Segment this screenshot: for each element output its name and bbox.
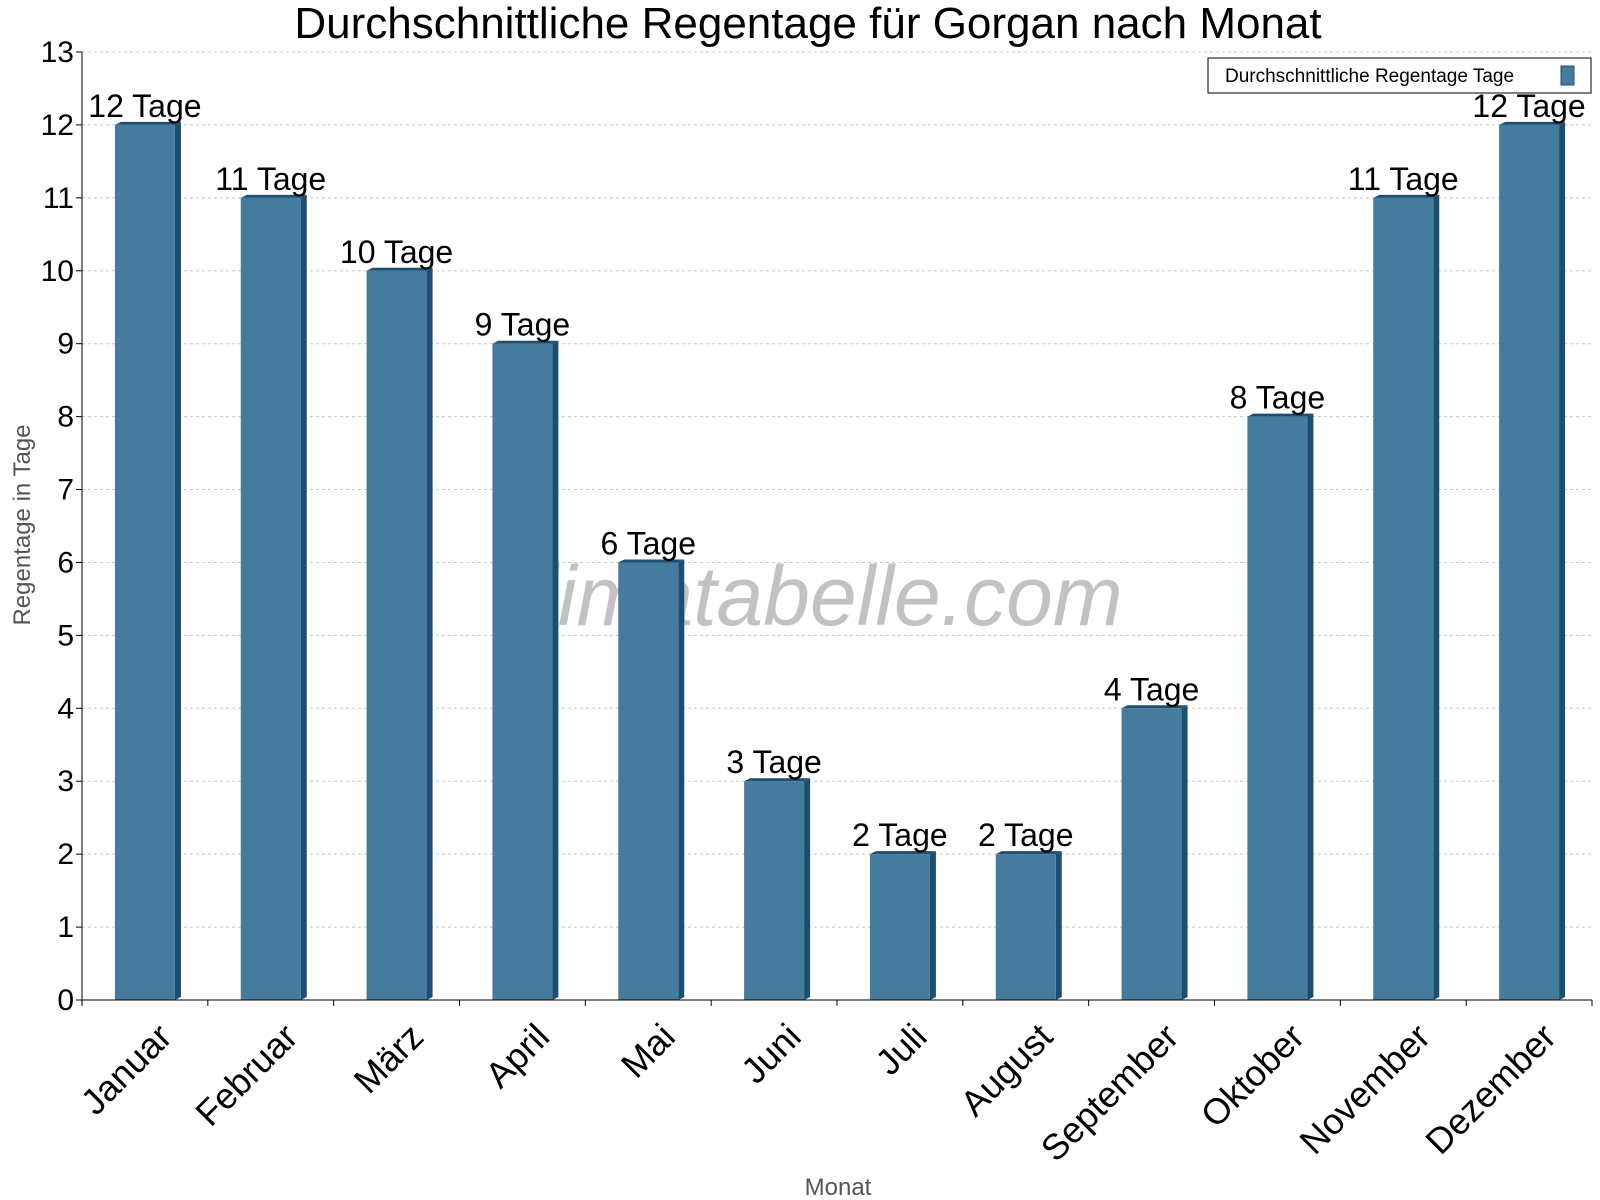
bar-top — [995, 851, 1062, 855]
bar-value-label: 10 Tage — [340, 234, 453, 270]
bar-side — [1181, 705, 1188, 1000]
bar-value-label: 12 Tage — [1472, 88, 1585, 124]
legend-label: Durchschnittliche Regentage Tage — [1225, 66, 1514, 87]
bar — [1121, 708, 1182, 1000]
y-tick-label: 13 — [41, 36, 74, 69]
bar-side — [552, 340, 559, 1000]
bar-top — [618, 559, 685, 563]
x-tick-label: März — [346, 1016, 432, 1102]
y-axis-title: Regentage in Tage — [9, 424, 36, 625]
legend: Durchschnittliche Regentage Tage — [1207, 57, 1592, 94]
bar — [366, 270, 427, 1000]
bar — [114, 124, 175, 1000]
y-tick-label: 5 — [57, 619, 74, 652]
x-tick-label: September — [1033, 1016, 1187, 1170]
bar-side — [1433, 194, 1440, 1000]
bar — [744, 781, 805, 1000]
bar-side — [1559, 121, 1566, 1000]
x-tick-label: November — [1291, 1016, 1437, 1162]
y-tick-label: 4 — [57, 692, 74, 725]
x-tick-label: Juni — [733, 1016, 809, 1092]
bar-value-label: 8 Tage — [1230, 380, 1326, 416]
bar — [240, 197, 301, 1000]
bar-value-label: 11 Tage — [1348, 161, 1459, 197]
bar-value-label: 3 Tage — [726, 744, 822, 780]
x-tick-label: August — [952, 1016, 1060, 1124]
bar-top — [240, 194, 307, 198]
x-tick-label: Mai — [613, 1016, 683, 1086]
watermark: klimatabelle.com — [497, 549, 1123, 643]
y-tick-label: 12 — [41, 109, 74, 142]
x-axis-title: Monat — [805, 1174, 872, 1200]
axes — [76, 51, 1593, 1006]
x-tick-label: Dezember — [1417, 1016, 1563, 1162]
bar — [869, 854, 930, 1000]
x-tick-label: Juli — [867, 1016, 934, 1083]
x-tick-label: Oktober — [1192, 1016, 1312, 1136]
bar-top — [492, 340, 559, 344]
bars — [114, 121, 1566, 1001]
x-tick-labels: Januar Februar März April Mai Juni Juli AugustS… — [73, 1016, 1564, 1170]
bar-value-label: 2 Tage — [852, 817, 948, 853]
bar-labels: 12 Tage 11 Tage 10 Tage 9 Tage 6 Tage 3 Tage 2… — [88, 88, 1585, 853]
bar-top — [114, 121, 181, 125]
y-tick-label: 8 — [57, 401, 74, 434]
y-tick-label: 11 — [43, 182, 74, 215]
bar-top — [1373, 194, 1440, 198]
y-tick-label: 3 — [57, 765, 74, 798]
x-tick-label: Januar — [73, 1016, 180, 1123]
y-tick-label: 1 — [57, 911, 74, 944]
bar-top — [869, 851, 936, 855]
bar-side — [1055, 851, 1062, 1000]
bar-value-label: 6 Tage — [601, 525, 697, 561]
bar-top — [744, 778, 811, 782]
y-tick-label: 0 — [57, 984, 74, 1017]
bar-side — [174, 121, 181, 1000]
bar-value-label: 11 Tage — [215, 161, 326, 197]
bar-top — [1499, 121, 1566, 125]
bar-value-label: 9 Tage — [475, 307, 571, 343]
bar — [995, 854, 1056, 1000]
bar-side — [426, 267, 433, 1000]
chart-title: Durchschnittliche Regentage für Gorgan n… — [294, 0, 1321, 48]
bar-value-label: 2 Tage — [978, 817, 1074, 853]
y-tick-label: 9 — [57, 328, 74, 361]
bar-top — [366, 267, 433, 271]
bar-side — [300, 194, 307, 1000]
y-tick-label: 7 — [57, 474, 74, 507]
bar-top — [1247, 413, 1314, 417]
bar-side — [929, 851, 936, 1000]
legend-box — [1207, 57, 1592, 94]
bar-side — [1307, 413, 1314, 1001]
bar — [1373, 197, 1434, 1000]
bar — [1247, 416, 1308, 1001]
bar-side — [678, 559, 685, 1000]
y-tick-label: 2 — [57, 838, 74, 871]
x-tick-label: Februar — [187, 1016, 305, 1134]
bar — [618, 562, 679, 1000]
y-tick-label: 6 — [57, 546, 74, 579]
bar-value-label: 4 Tage — [1104, 671, 1200, 707]
bar-value-label: 12 Tage — [88, 88, 201, 124]
bar-side — [804, 778, 811, 1000]
y-tick-label: 10 — [41, 255, 74, 288]
legend-swatch — [1560, 65, 1575, 86]
bar — [492, 343, 553, 1000]
x-tick-label: April — [477, 1016, 557, 1096]
bar — [1499, 124, 1560, 1000]
bar-top — [1121, 705, 1188, 709]
